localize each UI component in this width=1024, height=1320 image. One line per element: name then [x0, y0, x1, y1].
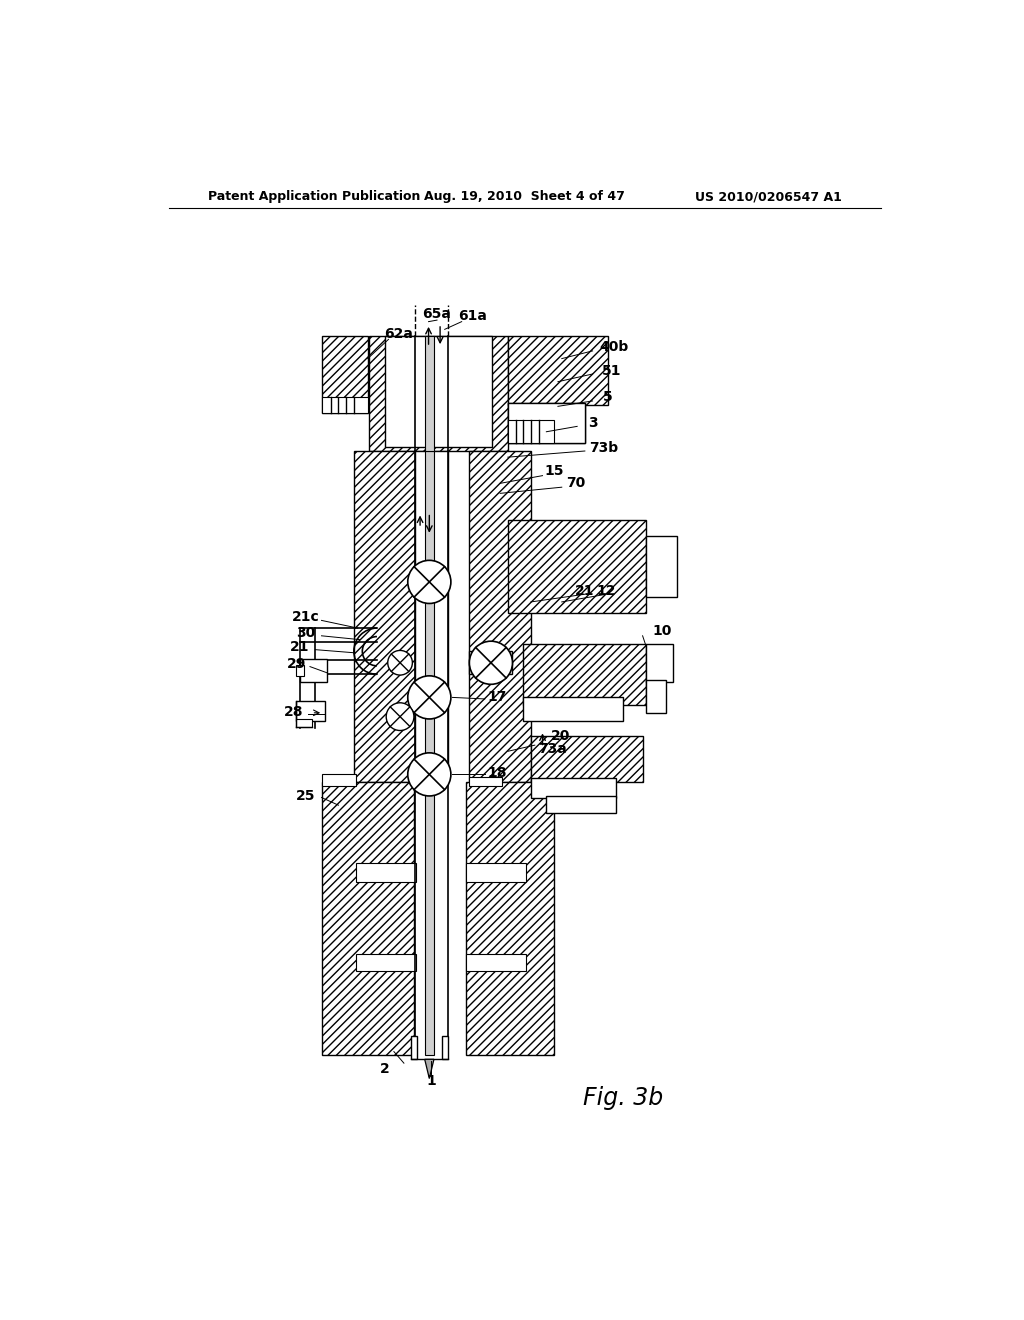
Text: 18: 18 [487, 766, 507, 780]
Bar [441, 1036, 447, 1059]
Circle shape [408, 752, 451, 796]
Text: US 2010/0206547 A1: US 2010/0206547 A1 [695, 190, 842, 203]
Circle shape [388, 651, 413, 675]
Bar [646, 644, 674, 682]
Text: Aug. 19, 2010  Sheet 4 of 47: Aug. 19, 2010 Sheet 4 of 47 [424, 190, 626, 203]
Bar [508, 335, 608, 405]
Text: 1: 1 [426, 1074, 436, 1088]
Text: 28: 28 [284, 705, 303, 719]
Circle shape [469, 642, 512, 684]
Bar [466, 781, 554, 1056]
Bar [466, 954, 525, 970]
Bar [508, 404, 585, 444]
Text: 10: 10 [652, 624, 672, 638]
Bar [322, 775, 356, 785]
Bar [469, 776, 502, 785]
Text: 65a: 65a [423, 308, 452, 321]
Bar [296, 665, 304, 676]
Circle shape [408, 676, 451, 719]
Text: Patent Application Publication: Patent Application Publication [208, 190, 420, 203]
Bar [385, 335, 493, 447]
Bar [425, 451, 434, 781]
Bar [523, 644, 646, 705]
Text: 30: 30 [297, 626, 315, 640]
Text: 20: 20 [551, 729, 570, 743]
Text: 51: 51 [602, 364, 622, 378]
Bar [466, 863, 525, 882]
Bar [469, 451, 531, 781]
Bar [354, 451, 416, 781]
Text: 62a: 62a [384, 327, 413, 341]
Text: 12: 12 [597, 585, 616, 598]
Text: 21: 21 [575, 585, 595, 598]
Bar [531, 779, 615, 797]
Bar [322, 781, 414, 1056]
Text: 25: 25 [296, 789, 315, 803]
Bar [356, 954, 416, 970]
Bar [322, 397, 368, 412]
Bar [508, 520, 646, 612]
Bar [547, 796, 615, 813]
Circle shape [386, 702, 414, 730]
Bar [508, 420, 554, 444]
Bar [469, 651, 512, 675]
Text: 21: 21 [290, 640, 309, 653]
Text: 3: 3 [588, 416, 597, 429]
Text: 15: 15 [545, 465, 564, 478]
Bar [508, 404, 585, 444]
Text: 40b: 40b [599, 341, 629, 354]
Text: 2: 2 [380, 1061, 389, 1076]
Text: Fig. 3b: Fig. 3b [584, 1086, 664, 1110]
Text: 21c: 21c [292, 610, 319, 624]
Text: 73b: 73b [590, 441, 618, 455]
Bar [370, 335, 508, 451]
Bar [356, 863, 416, 882]
Bar [425, 335, 434, 451]
Text: 61a: 61a [458, 309, 486, 323]
Bar [425, 781, 434, 1056]
Bar [531, 737, 643, 781]
Circle shape [408, 561, 451, 603]
Bar [322, 335, 368, 412]
Bar [296, 719, 311, 726]
Text: 29: 29 [287, 656, 306, 671]
Bar [411, 1036, 417, 1059]
Bar [646, 681, 666, 713]
Text: 17: 17 [487, 690, 507, 705]
Polygon shape [425, 1059, 434, 1078]
Bar [523, 697, 624, 721]
Bar [416, 451, 447, 781]
Bar [296, 701, 326, 721]
Text: 70: 70 [566, 477, 586, 490]
Text: 5: 5 [603, 391, 612, 404]
Bar [646, 536, 677, 598]
Text: 73a: 73a [539, 742, 567, 756]
Bar [300, 659, 327, 682]
